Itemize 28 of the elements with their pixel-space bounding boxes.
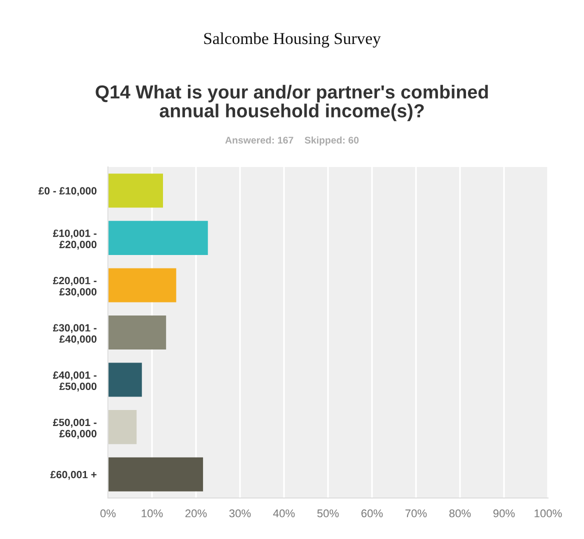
bar xyxy=(108,268,176,302)
bar xyxy=(108,220,208,255)
y-tick-label: £0 - £10,000 xyxy=(38,187,96,196)
x-tick-label: 80% xyxy=(449,509,471,518)
x-tick-label: 90% xyxy=(493,509,515,518)
y-tick-label: £40,001 - £50,000 xyxy=(52,371,96,392)
x-tick-label: 10% xyxy=(142,509,163,518)
x-tick-label: 60% xyxy=(361,509,383,518)
bar xyxy=(108,315,166,350)
bar xyxy=(108,457,204,492)
bar xyxy=(108,174,163,208)
x-tick-label: 20% xyxy=(185,509,207,518)
y-tick-label: £20,001 - £30,000 xyxy=(52,276,96,297)
y-tick-label: £60,001 + xyxy=(50,470,96,480)
bar xyxy=(108,410,137,444)
bar xyxy=(108,362,142,397)
y-tick-label: £10,001 - £20,000 xyxy=(52,230,96,250)
x-tick-label: 30% xyxy=(229,509,251,518)
x-tick-label: 100% xyxy=(534,509,562,518)
x-tick-label: 70% xyxy=(405,509,427,518)
x-tick-label: 50% xyxy=(317,509,339,518)
y-tick-label: £30,001 - £40,000 xyxy=(52,324,96,344)
chart-subtitle: Q14 What is your and/or partner's combined annual household income(s)? xyxy=(96,84,488,122)
y-tick-label: £50,001 - £60,000 xyxy=(52,418,96,439)
text: Answered: 167 Skipped: 60 xyxy=(225,136,359,146)
x-tick-label: 0% xyxy=(100,509,116,518)
x-tick-label: 40% xyxy=(273,509,295,518)
chart-title: Salcombe Housing Survey xyxy=(204,32,381,48)
